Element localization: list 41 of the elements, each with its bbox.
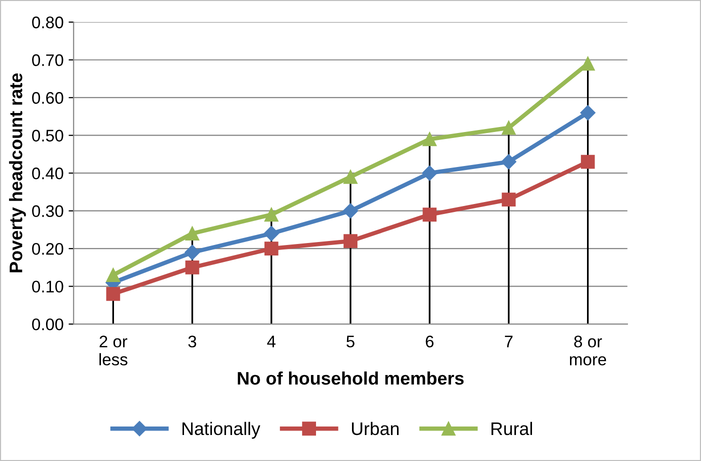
y-tick-label: 0.70 <box>32 54 64 66</box>
legend-label: Urban <box>352 422 399 436</box>
point <box>342 203 358 218</box>
point <box>502 192 516 206</box>
point <box>106 268 120 282</box>
y-tick-label: 0.00 <box>32 318 64 330</box>
y-tick-label: 0.40 <box>32 168 64 180</box>
point <box>502 120 516 135</box>
x-tick-label: 3 <box>188 336 196 348</box>
point <box>185 260 200 274</box>
point <box>344 170 358 184</box>
y-axis-title: Poverty headcount rate <box>9 73 26 272</box>
y-tick-label: 0.50 <box>32 130 64 142</box>
y-tick-label: 0.80 <box>32 16 64 28</box>
point <box>185 226 200 240</box>
y-tick-label: 0.10 <box>32 280 64 293</box>
point <box>264 208 278 222</box>
point <box>106 286 120 301</box>
x-tick-label: 6 <box>426 336 434 348</box>
x-tick-label: 8 or more <box>570 336 606 366</box>
x-tick-label: 7 <box>504 336 513 348</box>
point <box>422 208 437 222</box>
x-tick-label: 2 or less <box>99 336 128 366</box>
x-axis-title: No of household members <box>238 371 464 385</box>
point <box>422 132 437 146</box>
legend-label: Rural <box>492 422 532 436</box>
point <box>501 154 516 170</box>
point <box>580 105 596 120</box>
point <box>184 244 200 260</box>
y-tick-label: 0.30 <box>32 205 64 218</box>
point <box>344 234 358 248</box>
y-tick-label: 0.20 <box>32 242 64 255</box>
y-tick-label: 0.60 <box>32 92 64 104</box>
point <box>580 154 595 169</box>
point <box>422 166 438 181</box>
legend-label: Nationally <box>182 422 260 439</box>
x-tick-label: 5 <box>346 336 354 348</box>
point <box>264 242 278 256</box>
x-tick-label: 4 <box>267 336 276 348</box>
point <box>264 226 279 242</box>
point <box>580 56 595 71</box>
